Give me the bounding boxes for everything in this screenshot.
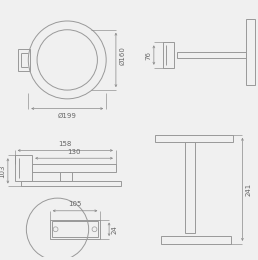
Text: 241: 241	[245, 183, 251, 196]
Bar	[32, 164, 116, 172]
Bar	[60, 172, 72, 181]
Bar	[18, 49, 30, 71]
Text: 103: 103	[0, 164, 5, 178]
Bar	[52, 222, 98, 237]
Bar	[161, 236, 231, 244]
Bar	[185, 142, 195, 233]
Text: 105: 105	[68, 202, 82, 207]
Bar	[177, 52, 246, 58]
Text: Ø199: Ø199	[58, 113, 77, 119]
Bar	[50, 219, 100, 239]
Text: 76: 76	[145, 50, 151, 60]
Text: 130: 130	[67, 149, 81, 155]
Bar	[246, 19, 255, 85]
Text: 158: 158	[59, 141, 72, 147]
Bar	[155, 135, 233, 142]
Bar	[163, 42, 174, 68]
Text: Ø160: Ø160	[120, 47, 126, 66]
Text: 24: 24	[112, 225, 118, 234]
Bar	[15, 155, 32, 181]
Bar	[21, 181, 121, 186]
